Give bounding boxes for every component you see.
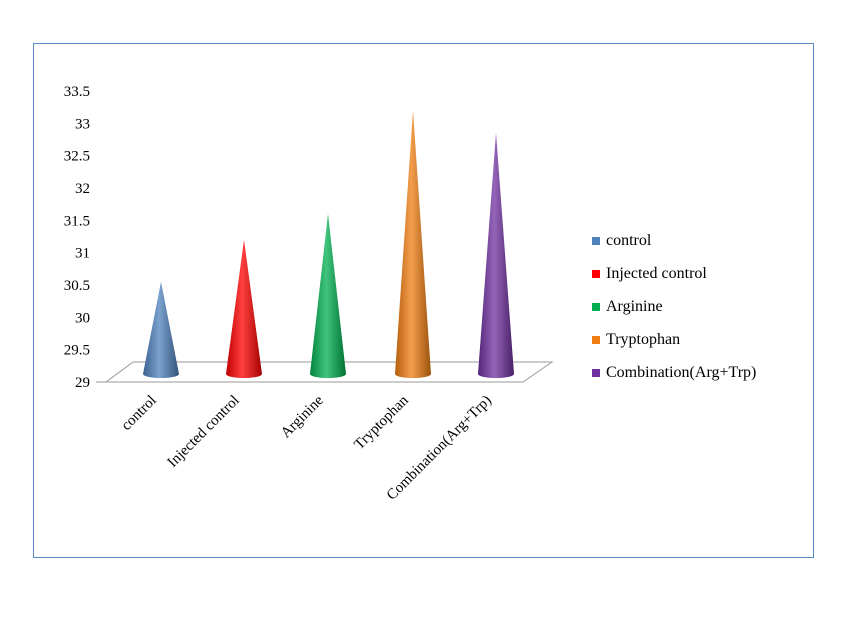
cone-arginine	[310, 213, 346, 378]
y-tick-label: 32	[75, 181, 90, 197]
y-tick-label: 32.5	[64, 149, 90, 165]
cone-control	[143, 281, 179, 378]
legend-item: control	[592, 224, 756, 257]
cone-injected-control	[226, 239, 262, 378]
y-tick-label: 33	[75, 116, 90, 132]
legend-label: control	[606, 231, 652, 249]
legend-label: Injected control	[606, 264, 707, 282]
y-tick-label: 30	[75, 310, 90, 326]
y-tick-label: 30.5	[64, 278, 90, 294]
legend-swatch-control	[592, 236, 600, 245]
x-axis-tick-labels: control Injected control Arginine Tryptopha…	[118, 392, 494, 503]
legend: control Injected control Arginine Trypto…	[592, 224, 756, 389]
x-tick-label: Injected control	[165, 393, 243, 471]
y-tick-label: 31.5	[64, 213, 90, 229]
legend-item: Arginine	[592, 290, 756, 323]
cone-tryptophan	[395, 110, 431, 379]
cone-combination-arg-trp	[478, 133, 514, 378]
x-tick-label: control	[118, 393, 159, 434]
y-tick-label: 29	[75, 375, 90, 391]
cone-series	[143, 110, 514, 379]
legend-swatch-arginine	[592, 302, 600, 311]
legend-label: Tryptophan	[606, 330, 681, 348]
legend-label: Combination(Arg+Trp)	[606, 363, 757, 381]
y-tick-label: 33.5	[64, 84, 90, 100]
legend-swatch-combination	[592, 368, 600, 377]
legend-item: Injected control	[592, 257, 756, 290]
y-axis-tick-labels: 29 29.5 30 30.5 31 31.5 32 32.5 33 33.5	[64, 84, 90, 391]
x-tick-label: Arginine	[278, 392, 327, 441]
x-tick-label: Tryptophan	[351, 392, 412, 453]
legend-label: Arginine	[606, 297, 663, 315]
legend-item: Tryptophan	[592, 323, 756, 356]
y-tick-label: 29.5	[64, 343, 90, 359]
legend-item: Combination(Arg+Trp)	[592, 356, 756, 389]
legend-swatch-tryptophan	[592, 335, 600, 344]
legend-swatch-injected-control	[592, 269, 600, 278]
y-tick-label: 31	[75, 246, 90, 262]
